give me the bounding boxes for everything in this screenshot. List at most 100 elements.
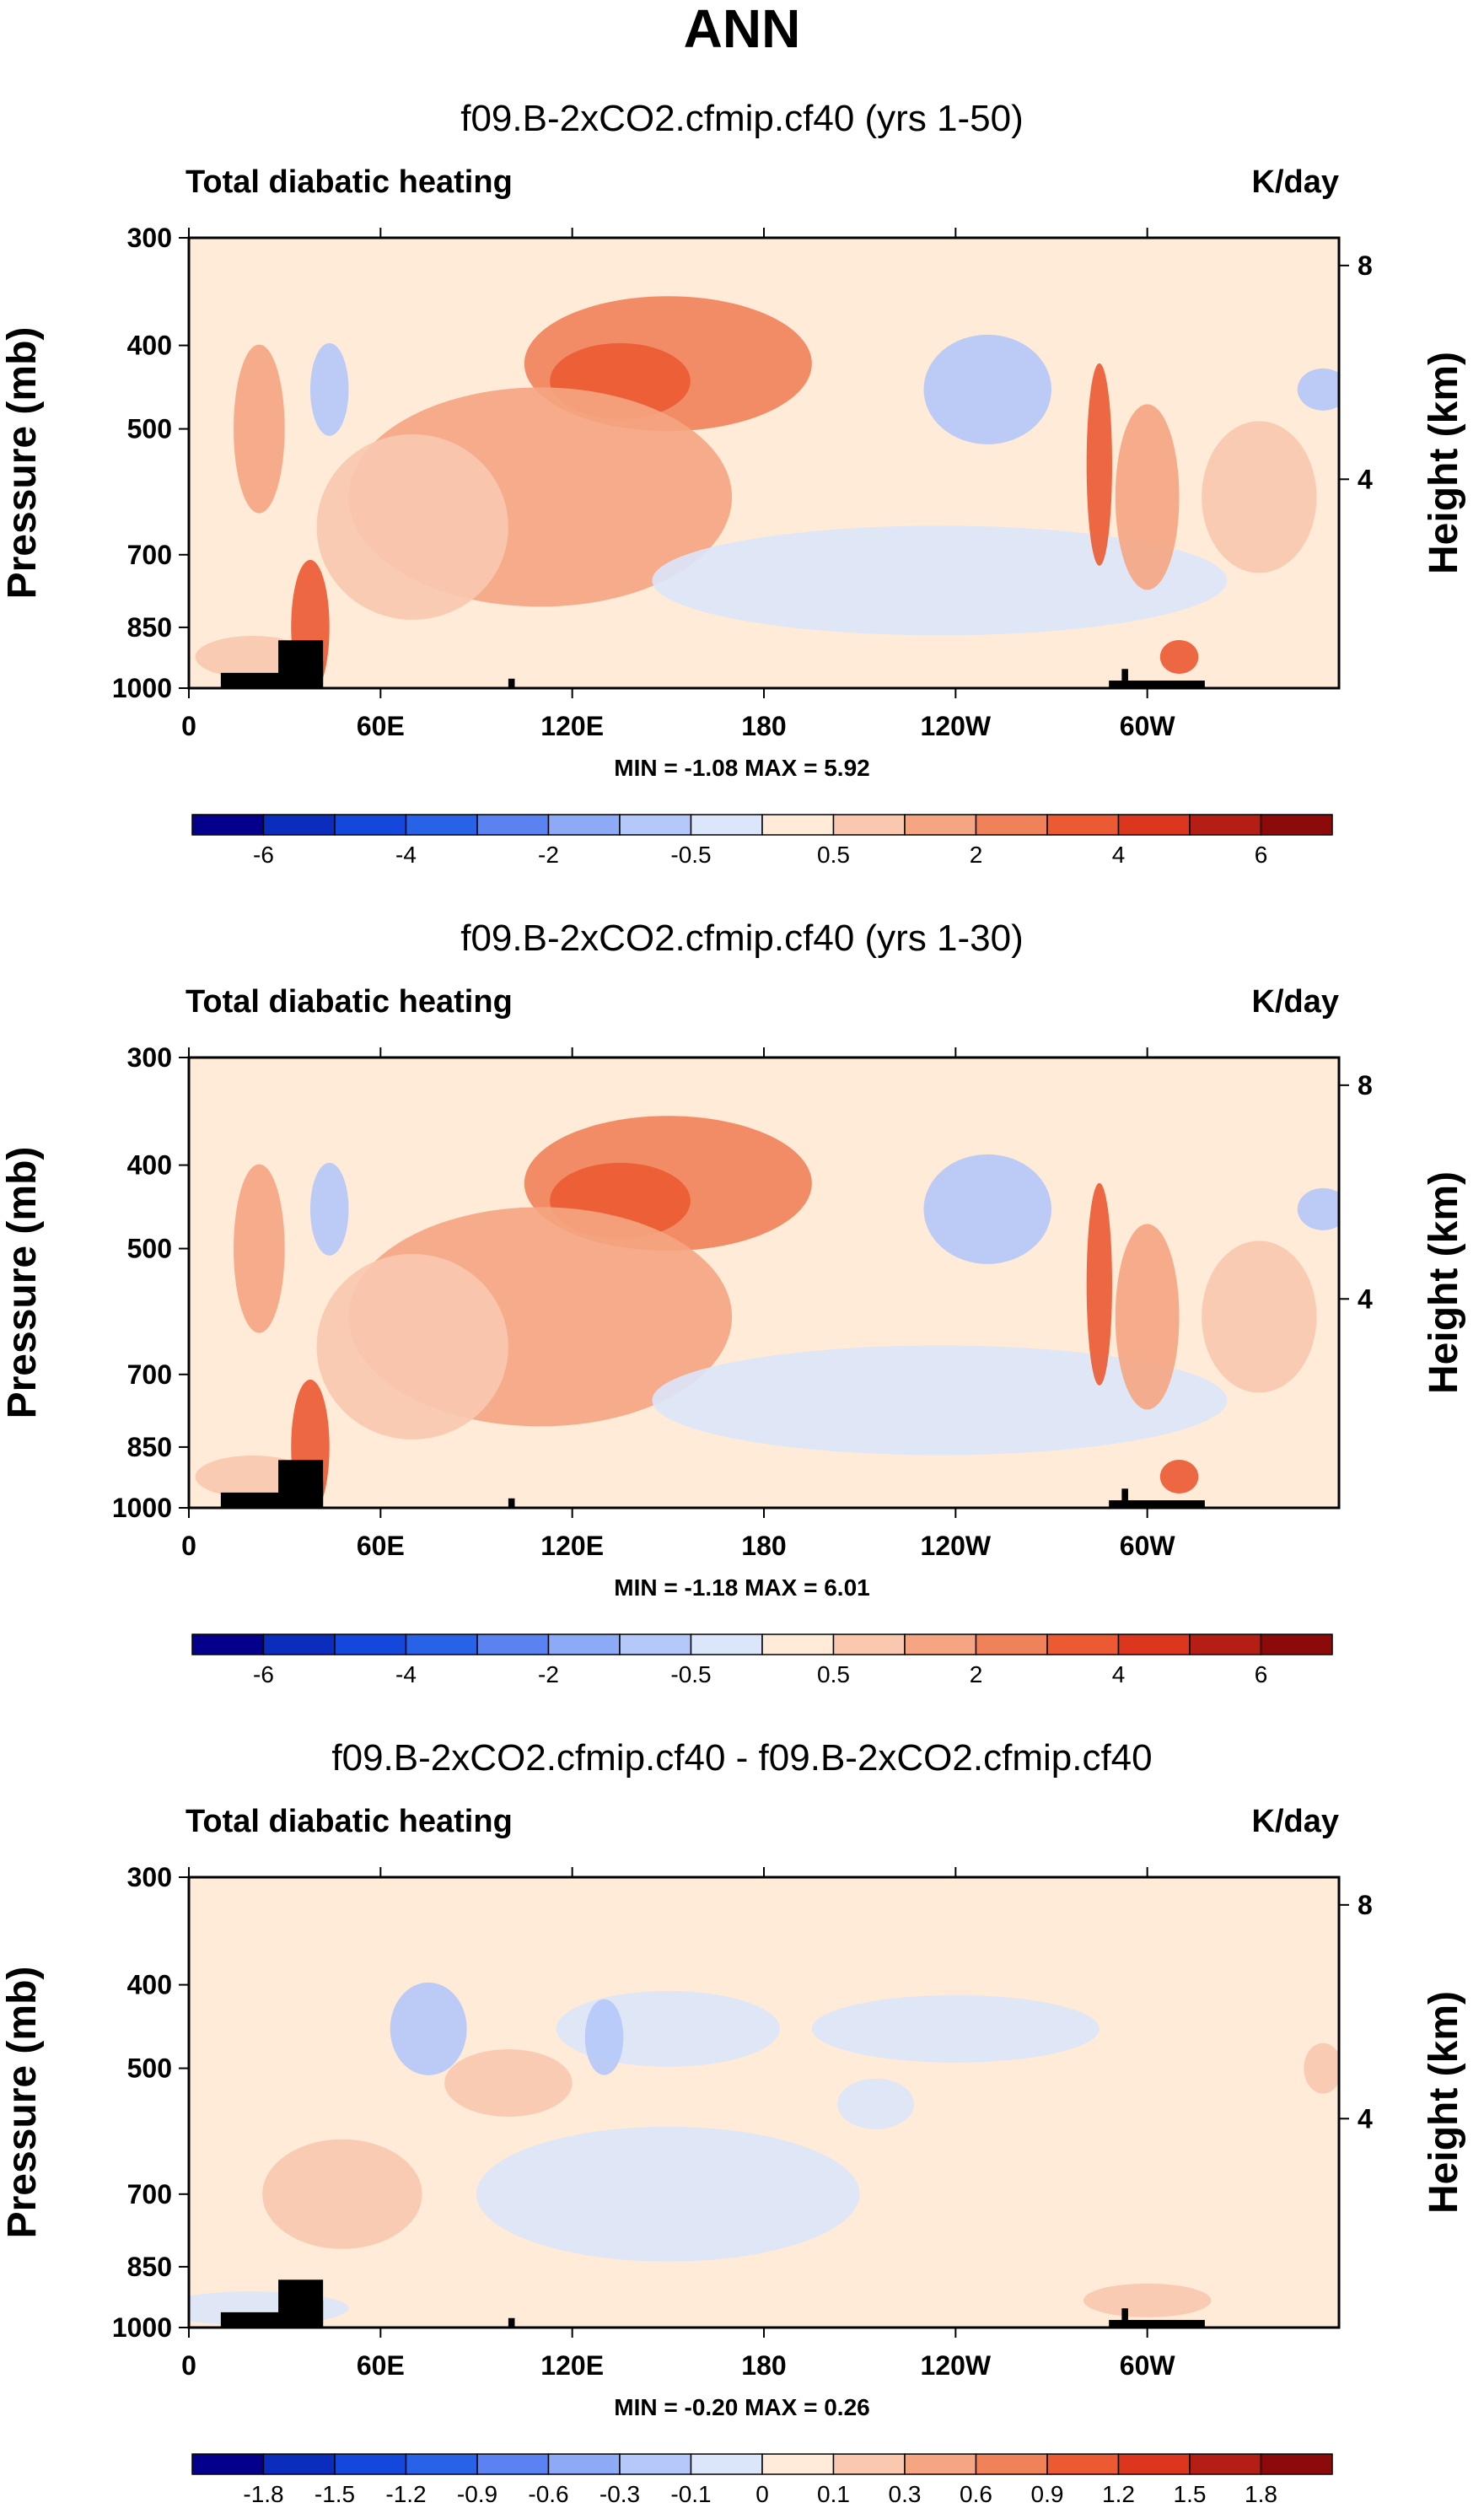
field-contour bbox=[1159, 1460, 1199, 1494]
y-tick-label: 500 bbox=[127, 1234, 172, 1264]
colorbar-swatch bbox=[334, 2453, 407, 2475]
colorbar-swatch bbox=[832, 814, 906, 836]
colorbar-swatch bbox=[476, 1633, 550, 1655]
topography-mask bbox=[508, 2317, 515, 2328]
colorbar-label: 4 bbox=[1112, 1661, 1126, 1687]
colorbar-swatch bbox=[904, 814, 977, 836]
field-contour bbox=[1159, 640, 1199, 675]
y2-tick-label: 4 bbox=[1358, 2103, 1373, 2134]
colorbar-swatch bbox=[690, 814, 763, 836]
colorbar-swatch bbox=[1046, 2453, 1120, 2475]
x-tick-label: 60E bbox=[357, 2350, 405, 2381]
colorbar-swatch bbox=[761, 1633, 835, 1655]
colorbar-label: 0.3 bbox=[889, 2481, 922, 2507]
y-axis-title: Pressure (mb) bbox=[0, 327, 45, 600]
figure-title: ANN bbox=[684, 0, 801, 59]
units-label: K/day bbox=[1252, 1804, 1339, 1839]
field-contour bbox=[476, 2126, 860, 2262]
colorbar-swatch bbox=[1260, 814, 1333, 836]
field-contour bbox=[1202, 421, 1317, 573]
colorbar-label: -0.9 bbox=[457, 2481, 497, 2507]
colorbar-label: -1.2 bbox=[385, 2481, 426, 2507]
topography-mask bbox=[1121, 1488, 1128, 1508]
colorbar-swatch bbox=[191, 2453, 265, 2475]
colorbar-swatch bbox=[975, 1633, 1048, 1655]
y-tick-label: 1000 bbox=[112, 2312, 172, 2343]
y2-tick-label: 4 bbox=[1358, 464, 1373, 494]
field-contour bbox=[1297, 368, 1339, 411]
field-contour bbox=[811, 1994, 1100, 2063]
min-max-stats: MIN = -1.08 MAX = 5.92 bbox=[614, 755, 869, 781]
colorbar-swatch bbox=[476, 814, 550, 836]
x-tick-label: 120E bbox=[540, 2350, 604, 2381]
colorbar-label: -1.5 bbox=[315, 2481, 355, 2507]
y-tick-label: 400 bbox=[127, 1970, 172, 2000]
y-tick-label: 300 bbox=[127, 1042, 172, 1073]
variable-label: Total diabatic heating bbox=[186, 1804, 513, 1839]
x-tick-label: 60W bbox=[1120, 2350, 1176, 2381]
y-axis-title: Pressure (mb) bbox=[0, 1967, 45, 2239]
panel-1: f09.B-2xCO2.cfmip.cf40 (yrs 1-50) Total d… bbox=[0, 98, 1466, 868]
colorbar-swatch bbox=[904, 2453, 977, 2475]
plot-area bbox=[189, 1877, 1339, 2328]
colorbar-label: -4 bbox=[395, 1661, 417, 1687]
panel-title: f09.B-2xCO2.cfmip.cf40 (yrs 1-50) bbox=[460, 98, 1024, 139]
topography-mask bbox=[307, 1480, 324, 1508]
x-tick-label: 180 bbox=[741, 1531, 786, 1561]
colorbar-swatch bbox=[1117, 1633, 1191, 1655]
y-tick-label: 700 bbox=[127, 1359, 172, 1390]
field-contour bbox=[837, 2078, 915, 2129]
colorbar-swatch bbox=[1117, 2453, 1191, 2475]
colorbar-swatch bbox=[547, 1633, 621, 1655]
y-tick-label: 500 bbox=[127, 414, 172, 444]
x-tick-label: 60E bbox=[357, 711, 405, 741]
field-contour bbox=[234, 344, 285, 514]
x-tick-label: 180 bbox=[741, 711, 786, 741]
colorbar-label: 2 bbox=[970, 1661, 983, 1687]
y2-tick-label: 8 bbox=[1358, 1890, 1373, 1920]
y-tick-label: 300 bbox=[127, 223, 172, 253]
field-contour bbox=[1083, 2283, 1212, 2317]
colorbar-swatch bbox=[476, 2453, 550, 2475]
colorbar-swatch bbox=[262, 2453, 336, 2475]
y-tick-label: 400 bbox=[127, 331, 172, 361]
field-contour bbox=[309, 342, 349, 436]
y2-axis-title: Height (km) bbox=[1422, 1171, 1466, 1394]
colorbar-label: 6 bbox=[1255, 1661, 1268, 1687]
colorbar-label: 0.6 bbox=[960, 2481, 992, 2507]
colorbar-swatch bbox=[547, 2453, 621, 2475]
colorbar-swatch bbox=[1046, 814, 1120, 836]
colorbar-swatch bbox=[619, 814, 692, 836]
colorbar-label: -6 bbox=[253, 1661, 274, 1687]
colorbar-label: 4 bbox=[1112, 842, 1126, 868]
x-tick-label: 60E bbox=[357, 1531, 405, 1561]
colorbar-label: 1.2 bbox=[1102, 2481, 1135, 2507]
x-tick-label: 0 bbox=[181, 2350, 196, 2381]
x-tick-label: 60W bbox=[1120, 711, 1176, 741]
field-contour bbox=[652, 525, 1228, 636]
colorbar-label: 0.5 bbox=[817, 842, 850, 868]
colorbar-label: -6 bbox=[253, 842, 274, 868]
colorbar-label: 0.1 bbox=[817, 2481, 850, 2507]
colorbar-swatch bbox=[1046, 1633, 1120, 1655]
colorbar-label: 0.9 bbox=[1031, 2481, 1064, 2507]
y-tick-label: 500 bbox=[127, 2053, 172, 2084]
colorbar-swatch bbox=[262, 1633, 336, 1655]
colorbar-label: 2 bbox=[970, 842, 983, 868]
y-tick-label: 400 bbox=[127, 1150, 172, 1181]
panel-title: f09.B-2xCO2.cfmip.cf40 (yrs 1-30) bbox=[460, 918, 1024, 959]
x-tick-label: 0 bbox=[181, 1531, 196, 1561]
colorbar-swatch bbox=[334, 814, 407, 836]
field-contour bbox=[1202, 1241, 1317, 1393]
colorbar-swatch bbox=[761, 814, 835, 836]
colorbar-swatch bbox=[191, 1633, 265, 1655]
field-contour bbox=[584, 1999, 624, 2075]
topography-mask bbox=[1121, 2308, 1128, 2328]
units-label: K/day bbox=[1252, 984, 1339, 1020]
field-contour bbox=[923, 1154, 1051, 1264]
field-contour bbox=[316, 1253, 508, 1440]
colorbar-swatch bbox=[1117, 814, 1191, 836]
colorbar-label: 0 bbox=[755, 2481, 769, 2507]
y-tick-label: 850 bbox=[127, 612, 172, 643]
